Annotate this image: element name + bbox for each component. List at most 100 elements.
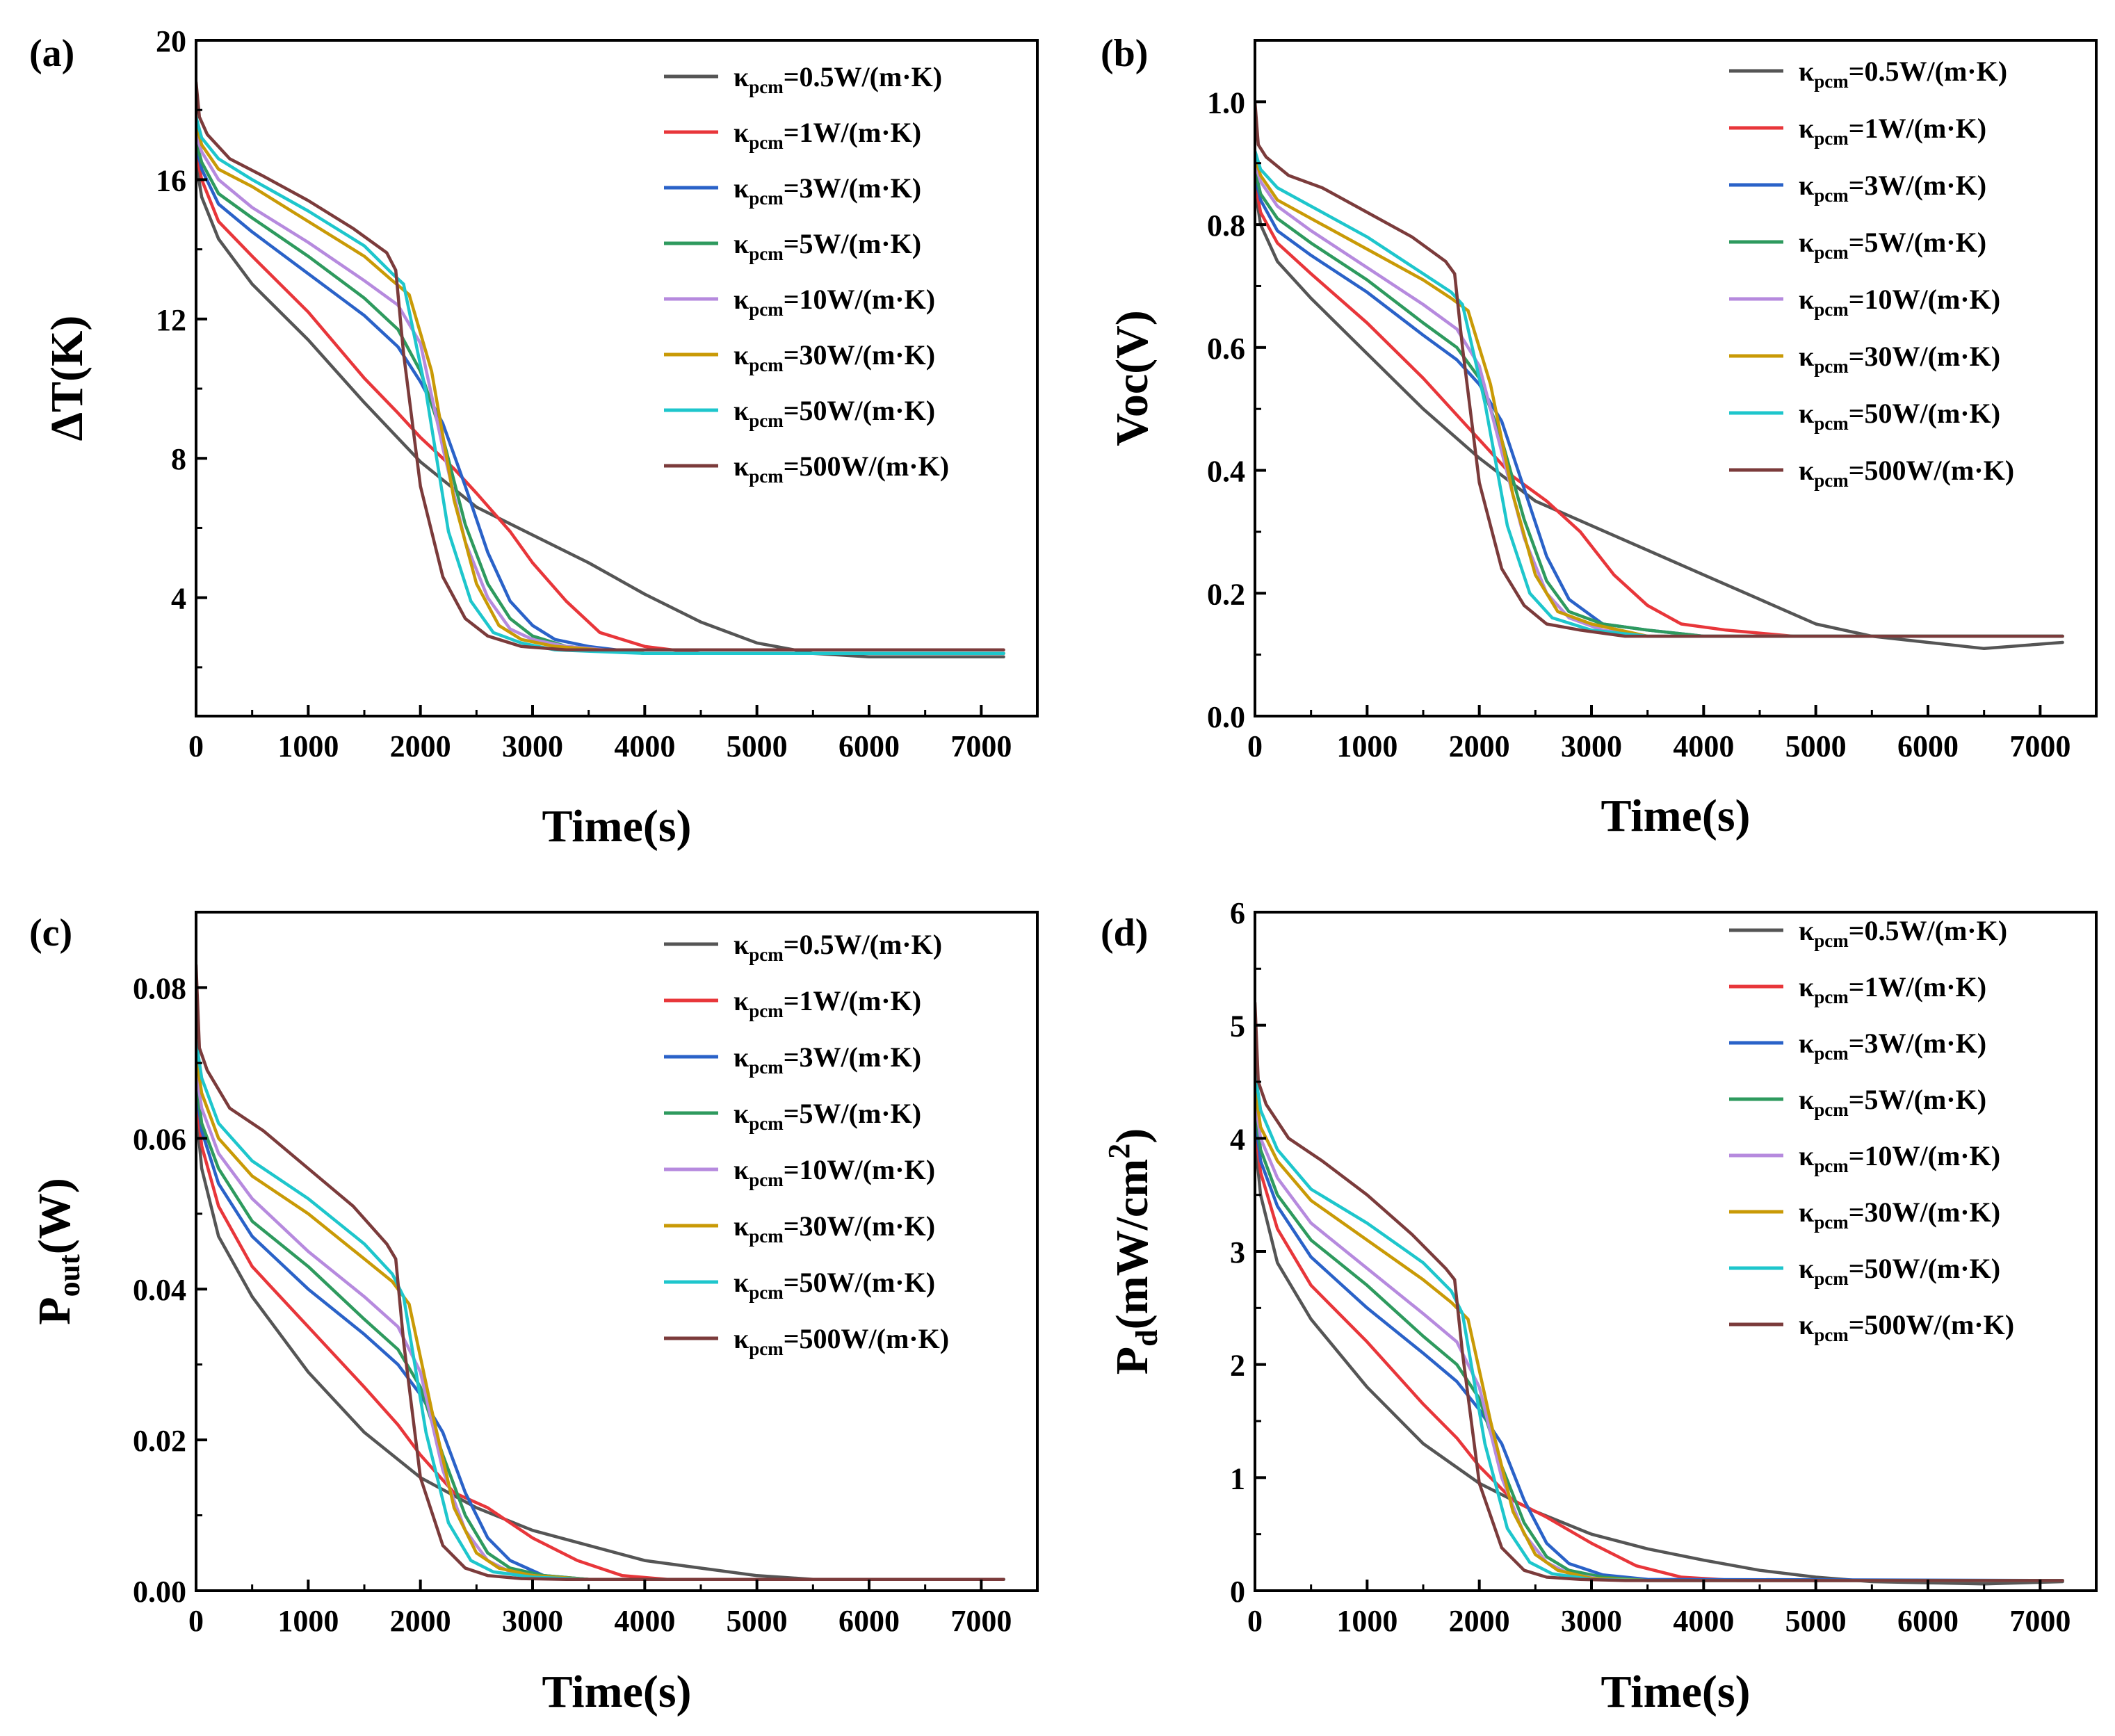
y-tick-label: 1.0 bbox=[1207, 86, 1245, 120]
legend-entry: κpcm=30W/(m·K) bbox=[1799, 341, 2000, 377]
chart-panel-a: 0 1000 2000 3000 4000 5000 6000 7000 4 8 12 16 20 Tim… bbox=[29, 24, 1039, 852]
chart-panel-c: 0 1000 2000 3000 4000 5000 6000 7000 0.00 0.02 0.0… bbox=[29, 911, 1039, 1717]
series-line-pcm-5w-m-k bbox=[196, 140, 1005, 656]
series-line-pcm-500w-m-k bbox=[1255, 100, 2064, 638]
legend-entry: κpcm=10W/(m·K) bbox=[734, 284, 935, 320]
x-tick-label: 7000 bbox=[2009, 1604, 2071, 1638]
x-axis-label: Time(s) bbox=[1601, 790, 1750, 841]
legend-entry: κpcm=500W/(m·K) bbox=[1799, 455, 2014, 491]
legend-entry: κpcm=500W/(m·K) bbox=[734, 1323, 949, 1359]
legend-entry: κpcm=10W/(m·K) bbox=[1799, 284, 2000, 320]
legend: κpcm=0.5W/(m·K) κpcm=1W/(m·K) κpcm=3W/(m·K… bbox=[664, 61, 949, 487]
x-tick-label: 1000 bbox=[1336, 729, 1397, 763]
x-tick-label: 7000 bbox=[950, 729, 1012, 763]
y-tick-label: 0.00 bbox=[133, 1575, 186, 1609]
x-tick-label: 0 bbox=[188, 729, 204, 763]
legend-entry: κpcm=500W/(m·K) bbox=[1799, 1309, 2014, 1345]
series-line-pcm-500w-m-k bbox=[196, 80, 1005, 652]
x-tick-label: 3000 bbox=[502, 729, 563, 763]
legend-entry: κpcm=10W/(m·K) bbox=[734, 1154, 935, 1190]
x-tick-label: 1000 bbox=[277, 1604, 339, 1638]
x-tick-label: 5000 bbox=[727, 1604, 788, 1638]
legend-entry: κpcm=5W/(m·K) bbox=[1799, 1084, 1986, 1120]
x-tick-label: 6000 bbox=[838, 729, 900, 763]
x-tick-label: 5000 bbox=[727, 729, 788, 763]
x-axis-label: Time(s) bbox=[542, 1666, 691, 1717]
legend-entry: κpcm=50W/(m·K) bbox=[734, 395, 935, 431]
y-axis-label: Pout(W) bbox=[29, 1178, 86, 1324]
series-line-pcm-30w-m-k bbox=[1255, 155, 2064, 638]
legend-entry: κpcm=3W/(m·K) bbox=[1799, 170, 1986, 206]
series-line-pcm-1w-m-k bbox=[1255, 1125, 2064, 1582]
y-tick-label: 8 bbox=[171, 442, 186, 476]
legend-entry: κpcm=3W/(m·K) bbox=[734, 1041, 921, 1078]
legend-entry: κpcm=1W/(m·K) bbox=[734, 985, 921, 1021]
series-line-pcm-500w-m-k bbox=[1255, 1000, 2064, 1582]
y-axis-label: ΔT(K) bbox=[42, 316, 92, 441]
y-tick-label: 0.06 bbox=[133, 1122, 186, 1156]
x-tick-label: 3000 bbox=[1561, 1604, 1622, 1638]
series-line-pcm-3w-m-k bbox=[196, 143, 1005, 656]
series-group bbox=[196, 80, 1005, 659]
y-tick-label: 0.4 bbox=[1207, 455, 1245, 489]
y-tick-label: 0.04 bbox=[133, 1273, 186, 1307]
legend-entry: κpcm=0.5W/(m·K) bbox=[1799, 56, 2007, 92]
x-tick-label: 2000 bbox=[390, 1604, 451, 1638]
legend-entry: κpcm=500W/(m·K) bbox=[734, 451, 949, 487]
legend-entry: κpcm=3W/(m·K) bbox=[1799, 1028, 1986, 1064]
series-line-pcm-0p5w-m-k bbox=[196, 161, 1005, 659]
y-tick-label: 0.2 bbox=[1207, 577, 1245, 611]
legend-entry: κpcm=50W/(m·K) bbox=[734, 1267, 935, 1303]
y-tick-label: 6 bbox=[1230, 896, 1245, 930]
series-group bbox=[196, 963, 1005, 1581]
y-axis-label: Voc(V) bbox=[1107, 310, 1158, 446]
plot-frame bbox=[195, 911, 1039, 1592]
series-line-pcm-50w-m-k bbox=[196, 1039, 1005, 1581]
legend-entry: κpcm=0.5W/(m·K) bbox=[734, 929, 942, 965]
chart-panel-b: 0 1000 2000 3000 4000 5000 6000 7000 0.0 0.2 0.4 0.… bbox=[1101, 32, 2098, 841]
series-line-pcm-50w-m-k bbox=[1255, 1069, 2064, 1582]
plot-frame bbox=[1254, 39, 2098, 717]
y-tick-label: 2 bbox=[1230, 1349, 1245, 1383]
x-tick-label: 6000 bbox=[838, 1604, 900, 1638]
x-tick-label: 4000 bbox=[614, 1604, 675, 1638]
legend-entry: κpcm=5W/(m·K) bbox=[734, 1098, 921, 1134]
legend-entry: κpcm=5W/(m·K) bbox=[1799, 227, 1986, 263]
legend-entry: κpcm=0.5W/(m·K) bbox=[734, 61, 942, 97]
y-tick-label: 4 bbox=[1230, 1122, 1245, 1156]
x-tick-label: 4000 bbox=[1673, 1604, 1734, 1638]
series-line-pcm-10w-m-k bbox=[196, 133, 1005, 656]
x-tick-label: 5000 bbox=[1785, 1604, 1847, 1638]
x-tick-label: 0 bbox=[1247, 729, 1263, 763]
panel-label: (d) bbox=[1101, 911, 1148, 955]
chart-panel-d: 0 1000 2000 3000 4000 5000 6000 7000 0 1 2 3 4 5 6 Time… bbox=[1101, 896, 2098, 1717]
y-tick-label: 0.8 bbox=[1207, 209, 1245, 243]
x-tick-label: 1000 bbox=[277, 729, 339, 763]
y-axis-label: Pd(mW/cm2) bbox=[1102, 1128, 1164, 1374]
x-tick-label: 0 bbox=[188, 1604, 204, 1638]
y-tick-label: 4 bbox=[171, 582, 186, 616]
series-line-pcm-5w-m-k bbox=[1255, 1103, 2064, 1582]
series-group bbox=[1255, 100, 2064, 651]
legend-entry: κpcm=50W/(m·K) bbox=[1799, 1253, 2000, 1289]
x-tick-label: 7000 bbox=[950, 1604, 1012, 1638]
series-line-pcm-30w-m-k bbox=[1255, 1085, 2064, 1582]
series-line-pcm-500w-m-k bbox=[196, 963, 1005, 1581]
y-tick-label: 12 bbox=[156, 303, 186, 337]
legend: κpcm=0.5W/(m·K) κpcm=1W/(m·K) κpcm=3W/(m·K… bbox=[1729, 56, 2014, 491]
x-tick-label: 0 bbox=[1247, 1604, 1263, 1638]
x-tick-label: 5000 bbox=[1785, 729, 1847, 763]
x-tick-label: 3000 bbox=[502, 1604, 563, 1638]
legend: κpcm=0.5W/(m·K) κpcm=1W/(m·K) κpcm=3W/(m·K… bbox=[664, 929, 949, 1359]
x-tick-label: 7000 bbox=[2009, 729, 2071, 763]
y-tick-label: 0.6 bbox=[1207, 332, 1245, 366]
legend-entry: κpcm=1W/(m·K) bbox=[734, 117, 921, 153]
x-tick-label: 3000 bbox=[1561, 729, 1622, 763]
x-tick-label: 2000 bbox=[390, 729, 451, 763]
series-line-pcm-30w-m-k bbox=[196, 122, 1005, 656]
x-tick-label: 4000 bbox=[1673, 729, 1734, 763]
series-line-pcm-50w-m-k bbox=[1255, 149, 2064, 638]
x-tick-label: 1000 bbox=[1336, 1604, 1397, 1638]
series-line-pcm-30w-m-k bbox=[196, 1053, 1005, 1581]
